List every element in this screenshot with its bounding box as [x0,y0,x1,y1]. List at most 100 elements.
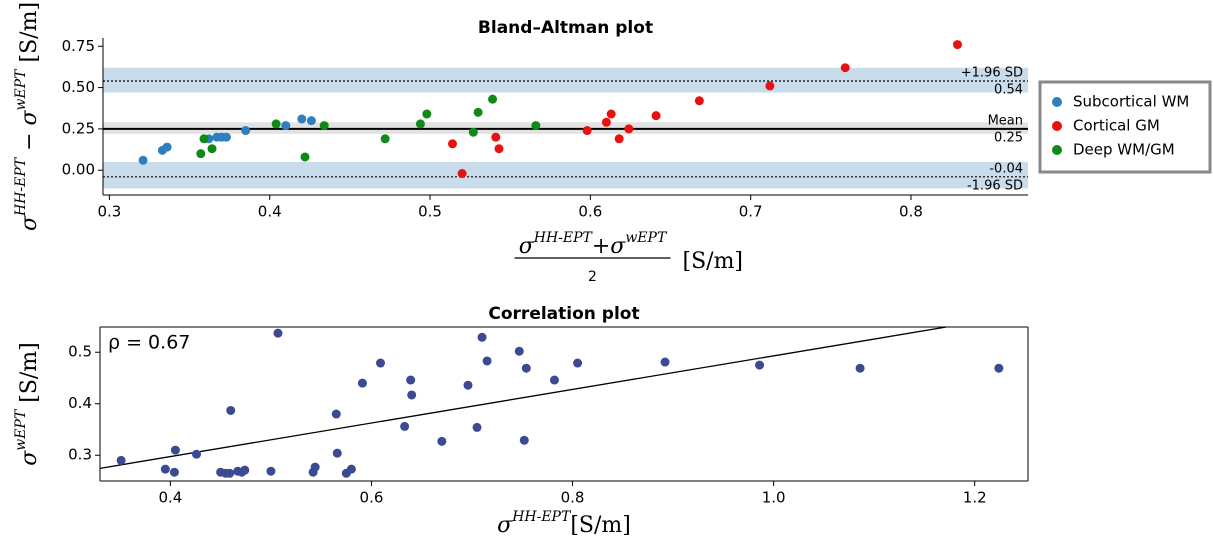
x-axis-label-numerator: σHH-EPT+σwEPT [519,230,668,259]
chart-title: Bland–Altman plot [478,18,653,38]
y-tick-label: 0.4 [68,394,92,412]
band [103,67,1028,93]
point [225,468,235,478]
y-axis-label: σwEPT [S/m] [13,342,42,466]
superscript: wEPT [13,68,29,111]
point [437,436,447,446]
point [463,380,473,390]
x-axis-label-unit: [S/m] [683,249,744,274]
legend-marker [1052,145,1062,155]
point [447,139,457,149]
x-tick-label: 0.6 [360,489,384,507]
point [765,81,775,91]
label-part: σ [519,234,535,259]
point [266,466,276,476]
superscript: HH-EPT [13,156,29,217]
point [422,109,432,119]
point [319,121,329,131]
point [855,363,865,373]
x-axis-label: σHH-EPT[S/m] [497,509,631,538]
fit-line [99,326,947,469]
point [472,422,482,432]
legend-label: Subcortical WM [1073,93,1189,111]
reference-value: 0.54 [994,82,1023,97]
point [549,375,559,385]
point [415,119,425,129]
point [331,409,341,419]
y-axis-label: σHH-EPT − σwEPT [S/m] [13,2,42,231]
point [660,357,670,367]
point [300,152,310,162]
point [297,114,307,124]
point [196,149,206,159]
y-tick-label: 0.5 [68,343,92,361]
point [207,144,217,154]
x-tick-label: 0.5 [418,203,442,221]
legend-label: Deep WM/GM [1073,141,1175,159]
legend-box [1038,80,1212,174]
reference-value: -0.04 [989,161,1023,176]
point [332,448,342,458]
point [162,142,172,152]
point [606,109,616,119]
point [406,375,416,385]
point [221,132,231,142]
y-tick-label: 0.3 [68,446,92,464]
point [357,378,367,388]
point [407,390,417,400]
point [281,121,291,131]
point [240,465,250,475]
superscript: wEPT [625,230,668,246]
superscript: HH-EPT [511,509,572,525]
point [457,169,467,179]
label-part: [S/m] [17,342,42,410]
point [491,132,501,142]
x-axis-label-denominator: 2 [588,269,597,285]
point [468,127,478,137]
y-tick-label: 0.75 [62,37,95,55]
label-part: − σ [17,109,42,157]
point [573,358,583,368]
x-tick-label: 0.4 [158,489,182,507]
point [531,121,541,131]
point [116,455,126,465]
point [582,126,592,136]
point [624,124,634,134]
superscript: HH-EPT [533,230,594,246]
label-part: σ [17,450,42,466]
reference-label: Mean [988,113,1023,128]
point [482,356,492,366]
point [994,363,1004,373]
y-tick-label: 0.00 [62,161,95,179]
reference-value: 0.25 [994,130,1023,145]
point [376,358,386,368]
legend-marker [1052,121,1062,131]
point [755,360,765,370]
point [614,134,624,144]
chart-title: Correlation plot [488,304,639,324]
label-part: +σ [592,234,626,259]
point [514,346,524,356]
x-tick-label: 1.0 [762,489,786,507]
y-tick-label: 0.50 [62,78,95,96]
point [651,111,661,121]
x-tick-label: 0.7 [739,203,763,221]
legend-marker [1052,97,1062,107]
annotation: ρ = 0.67 [108,332,190,354]
point [271,119,281,129]
point [226,405,236,415]
y-tick-label: 0.25 [62,119,95,137]
point [310,462,320,472]
point [488,94,498,104]
point [199,134,209,144]
point [138,155,148,165]
point [521,363,531,373]
label-part: σ [17,215,42,231]
point [346,464,356,474]
point [952,40,962,50]
point [473,107,483,117]
point [380,134,390,144]
point [694,96,704,106]
superscript: wEPT [13,408,29,451]
